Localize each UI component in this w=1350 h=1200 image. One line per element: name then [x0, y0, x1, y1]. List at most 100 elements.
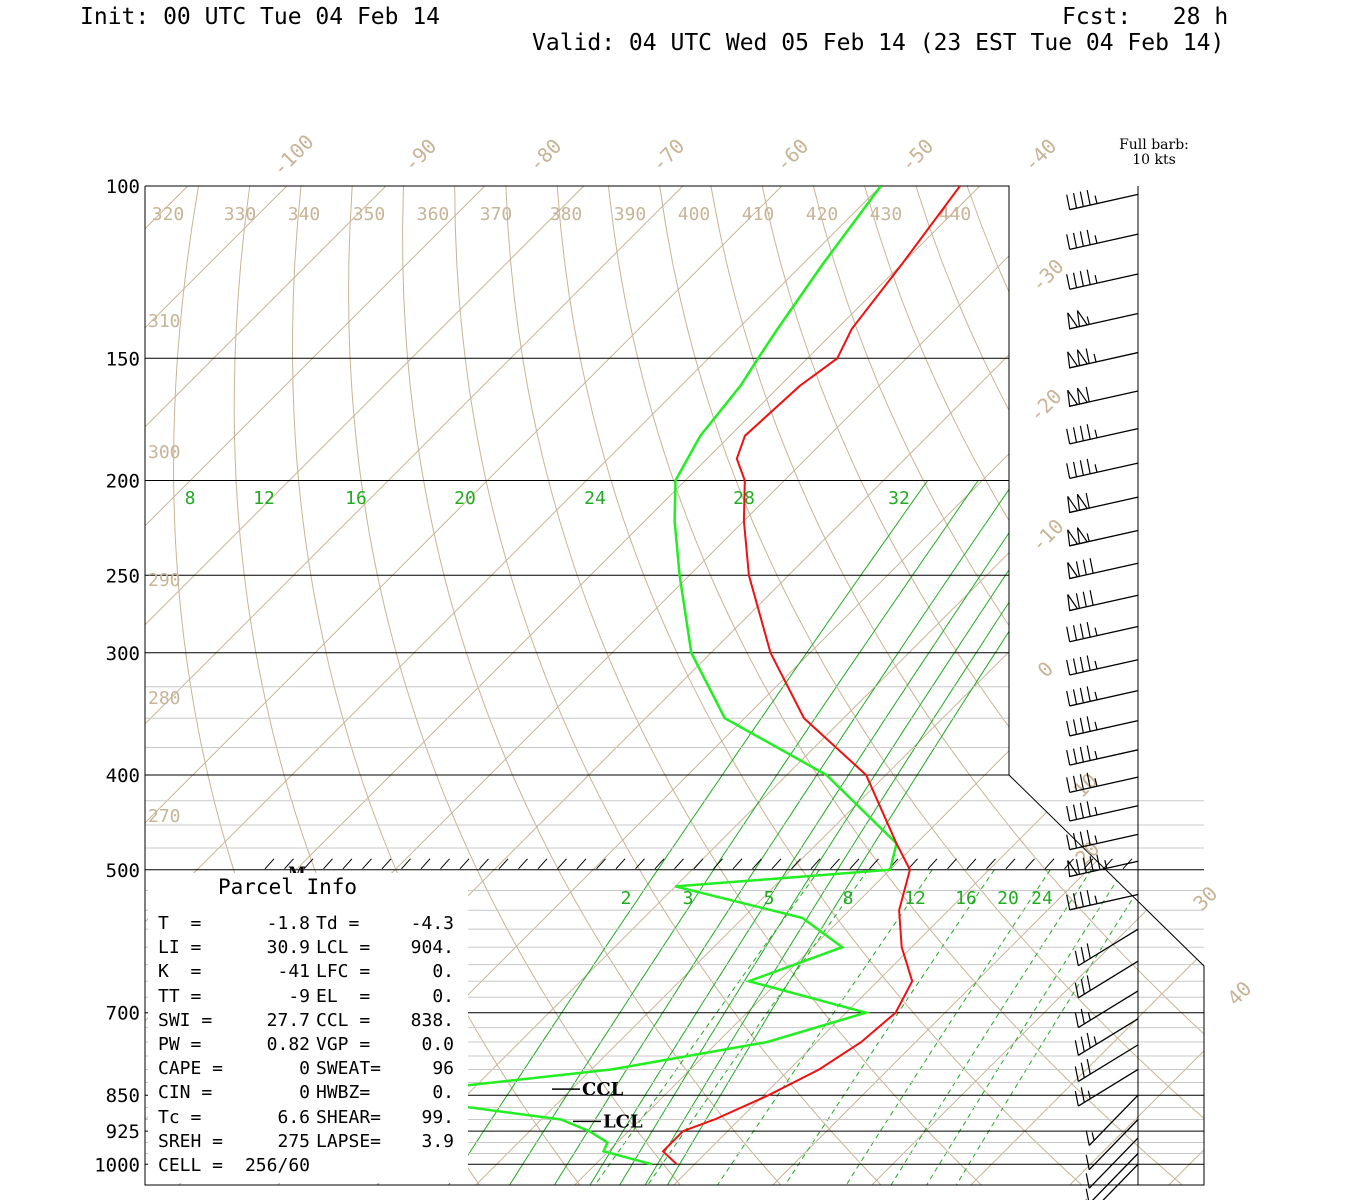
theta-label: 320 [152, 204, 185, 225]
barb-full [1079, 831, 1084, 847]
barb-pennant [1076, 310, 1089, 328]
barb-full [1079, 460, 1084, 476]
freezing-level-hatch [869, 858, 879, 870]
isotherm-label: -90 [399, 134, 442, 177]
dewpoint-trace [377, 186, 898, 1166]
barb-full [1072, 658, 1078, 674]
wind-barb [1085, 1137, 1139, 1189]
theta-label: 280 [148, 688, 181, 709]
parcel-info-label: LCL = [316, 937, 371, 959]
barb-pennant [1076, 493, 1089, 511]
isotherm [145, 186, 882, 1185]
parcel-info-value: 275 [277, 1130, 310, 1152]
pressure-tick-label: 200 [106, 470, 140, 492]
barb-staff [1102, 1163, 1139, 1200]
barb-pennant [1076, 387, 1089, 405]
pressure-tick-label: 925 [106, 1121, 140, 1143]
freezing-level-hatch [908, 858, 918, 870]
freezing-level-hatch [986, 858, 996, 870]
freezing-level-hatch [1005, 858, 1016, 870]
barb-full [1072, 461, 1078, 478]
barb-full [1072, 193, 1078, 209]
parcel-info-label: HWBZ= [316, 1082, 371, 1104]
freezing-level-hatch [771, 858, 782, 870]
barb-staff [1077, 960, 1139, 999]
pressure-tick-label: 500 [106, 860, 140, 882]
barb-pennant [1067, 351, 1079, 369]
barb-staff [1077, 1044, 1139, 1083]
parcel-info-label: SWEAT= [316, 1058, 382, 1080]
theta-label: 440 [939, 204, 972, 225]
barb-full [1072, 427, 1078, 443]
barb-full [1074, 1090, 1079, 1107]
barb-pennant [1067, 312, 1079, 330]
wind-barb [1074, 990, 1139, 1029]
freezing-level-hatch [459, 858, 470, 870]
parcel-info-panel: Parcel Info T = -1.8 Td = -4.3 LI = 30.9 LCL =… [148, 873, 468, 1183]
isotherm [145, 186, 387, 1185]
forecast-hour-label: Fcst: 28 h [1062, 4, 1229, 30]
theta-label: 430 [870, 204, 903, 225]
barb-full [1086, 424, 1091, 440]
barb-full [1096, 854, 1101, 870]
dry-adiabat [812, 186, 1204, 1185]
barb-staff [1069, 720, 1139, 737]
barb-half [1104, 860, 1108, 869]
barb-full [1079, 802, 1084, 819]
wind-barb [1067, 527, 1139, 547]
isotherm [1268, 186, 1350, 1185]
barb-full [1072, 804, 1078, 820]
barb-full [1066, 659, 1071, 676]
dry-adiabat [505, 186, 982, 1185]
barb-staff [1069, 273, 1139, 290]
barb-full [1079, 774, 1084, 790]
mixing-ratio-label: 20 [454, 488, 476, 509]
wind-barb [1074, 928, 1139, 967]
barb-half [1094, 835, 1098, 844]
wind-barb [1067, 590, 1139, 612]
barb-staff [1069, 749, 1139, 766]
barb-half [1094, 750, 1098, 760]
theta-label: 380 [550, 204, 583, 225]
barb-half [1094, 464, 1098, 473]
mixing-ratio-label: 24 [584, 488, 606, 509]
wind-barb [1085, 1119, 1139, 1171]
mixing-ratio-label: 3 [683, 888, 694, 909]
barb-full [1079, 231, 1084, 247]
barb-full [1080, 978, 1085, 995]
dry-adiabat [659, 186, 1204, 1185]
barb-full [1066, 194, 1071, 210]
barb-full [1075, 593, 1081, 609]
mixing-ratio-label: 5 [764, 888, 775, 909]
dry-adiabat [761, 186, 1204, 1185]
barb-full [1079, 191, 1084, 207]
isotherm-label: -100 [267, 129, 318, 180]
barb-full [1086, 269, 1091, 285]
barb-full [1086, 943, 1091, 959]
freezing-level-hatch [557, 858, 567, 870]
freezing-level-hatch [791, 858, 801, 870]
mixing-ratio-line [667, 480, 1109, 1185]
freezing-level-hatch [498, 858, 509, 870]
barb-full [1072, 775, 1078, 791]
barb-staff [1069, 462, 1139, 480]
parcel-info-label: CIN = [158, 1082, 213, 1104]
barb-staff [1069, 893, 1139, 911]
level-label: LCL [603, 1111, 643, 1132]
wind-barb [1066, 890, 1139, 911]
freezing-level-hatch [849, 858, 860, 870]
barb-full [1080, 1036, 1085, 1052]
barb-full [1086, 622, 1091, 638]
mixing-ratio-label: 16 [345, 488, 367, 509]
theta-label: 340 [288, 204, 321, 225]
plot-frame [144, 185, 1205, 1186]
wind-barb [1067, 492, 1139, 514]
pressure-tick-label: 300 [106, 643, 140, 665]
barb-half [1087, 1012, 1091, 1021]
barb-staff [1069, 625, 1139, 643]
parcel-info-title: Parcel Info [218, 875, 358, 899]
isotherm [145, 186, 981, 1185]
parcel-info-label: SHEAR= [316, 1106, 382, 1128]
freezing-level-hatch [966, 858, 977, 870]
barb-full [1072, 719, 1078, 735]
